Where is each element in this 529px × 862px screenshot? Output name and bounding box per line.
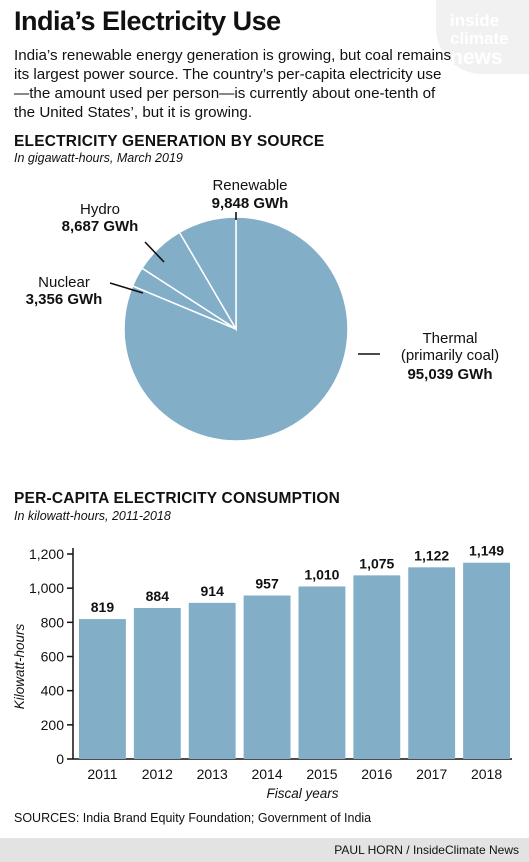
x-tick-label: 2014 — [251, 766, 282, 782]
pie-label-nuclear: Nuclear — [38, 274, 90, 291]
pie-label-thermal: Thermal — [422, 330, 477, 347]
bar — [243, 595, 291, 759]
pie-chart: Thermal(primarily coal) 95,039 GWh Nuclear… — [26, 177, 499, 442]
y-tick-label: 0 — [56, 751, 64, 767]
pie-section-title: ELECTRICITY GENERATION BY SOURCE — [14, 133, 325, 150]
logo-line-2: climate — [450, 29, 509, 48]
bar-value-label: 1,149 — [469, 543, 504, 559]
x-tick-label: 2015 — [306, 766, 337, 782]
pie-label-hydro: Hydro — [80, 201, 120, 218]
bar-value-label: 819 — [91, 599, 115, 615]
pie-label-renewable: Renewable — [212, 177, 287, 194]
logo-line-1: inside — [450, 11, 500, 30]
page-title: India’s Electricity Use — [14, 6, 281, 36]
bar — [353, 575, 401, 759]
bar-section-subtitle: In kilowatt-hours, 2011-2018 — [14, 509, 171, 523]
pie-section-subtitle: In gigawatt-hours, March 2019 — [14, 151, 183, 165]
y-tick-label: 400 — [41, 683, 65, 699]
insideclimate-news-logo: inside climate news — [436, 0, 529, 74]
y-axis-title: Kilowatt-hours — [12, 623, 27, 709]
bar-value-label: 1,010 — [304, 566, 339, 582]
bar-value-label: 957 — [255, 576, 279, 592]
bar-chart: 0 200 400 600 800 1,000 1,200 819 2011 884 2012 914… — [12, 543, 512, 801]
bar — [298, 586, 346, 759]
y-tick-label: 200 — [41, 717, 65, 733]
bar-section-title: PER-CAPITA ELECTRICITY CONSUMPTION — [14, 490, 340, 507]
pie-value-renewable: 9,848 GWh — [212, 195, 289, 212]
sources-note: SOURCES: India Brand Equity Foundation; … — [14, 811, 372, 825]
y-tick-label: 800 — [41, 614, 65, 630]
bar-value-label: 1,122 — [414, 547, 449, 563]
y-tick-label: 1,000 — [29, 580, 64, 596]
pie-callout-line — [109, 282, 144, 294]
x-tick-label: 2011 — [87, 766, 117, 782]
x-tick-label: 2017 — [416, 766, 447, 782]
bar — [133, 607, 181, 759]
bar-value-label: 1,075 — [359, 555, 394, 571]
credit-bar — [0, 838, 529, 862]
bar — [408, 567, 456, 759]
credit-line: PAUL HORN / InsideClimate News — [334, 843, 519, 857]
logo-line-3: news — [450, 46, 503, 69]
x-tick-label: 2018 — [471, 766, 502, 782]
y-tick-label: 1,200 — [29, 546, 64, 562]
pie-value-nuclear: 3,356 GWh — [26, 291, 103, 308]
y-tick-label: 600 — [41, 649, 65, 665]
pie-callout-line — [144, 241, 165, 263]
x-tick-label: 2012 — [142, 766, 173, 782]
pie-value-hydro: 8,687 GWh — [62, 218, 139, 235]
x-tick-label: 2013 — [197, 766, 228, 782]
pie-label-thermal: (primarily coal) — [401, 347, 499, 364]
x-axis-title: Fiscal years — [266, 786, 338, 801]
bar — [188, 602, 236, 759]
bar — [79, 619, 126, 759]
bar — [463, 562, 510, 759]
intro-paragraph: India’s renewable energy generation is g… — [14, 47, 452, 121]
bar-value-label: 914 — [201, 583, 225, 599]
pie-value-thermal: 95,039 GWh — [407, 366, 492, 383]
bar-value-label: 884 — [146, 588, 170, 604]
x-tick-label: 2016 — [361, 766, 392, 782]
